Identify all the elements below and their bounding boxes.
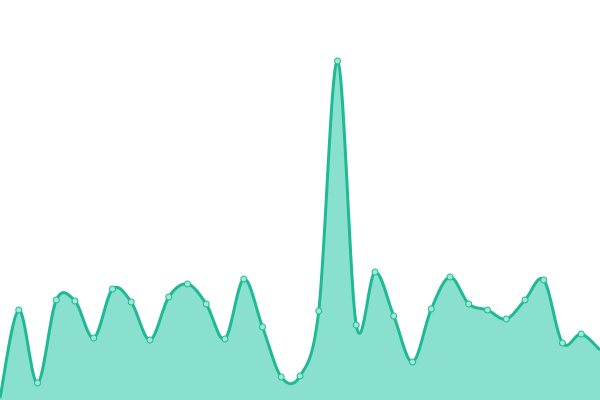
data-point-18 xyxy=(334,57,341,65)
data-point-31 xyxy=(577,330,585,338)
data-point-28 xyxy=(521,296,529,304)
data-point-3 xyxy=(52,296,60,304)
data-point-13 xyxy=(240,275,248,283)
data-point-23 xyxy=(427,305,435,313)
data-point-4 xyxy=(71,297,79,305)
data-point-15 xyxy=(277,373,285,381)
area-fill xyxy=(0,60,600,400)
data-point-9 xyxy=(165,293,173,301)
data-point-11 xyxy=(202,300,210,308)
data-point-2 xyxy=(34,379,41,387)
data-point-21 xyxy=(390,312,398,320)
data-point-7 xyxy=(127,298,135,306)
data-point-24 xyxy=(446,273,454,281)
data-point-20 xyxy=(371,268,379,276)
data-point-8 xyxy=(146,336,154,344)
data-point-10 xyxy=(184,280,191,288)
data-point-30 xyxy=(559,339,566,347)
data-point-16 xyxy=(296,372,304,380)
data-markers xyxy=(15,57,585,387)
data-point-25 xyxy=(465,300,473,308)
data-point-1 xyxy=(15,306,23,314)
data-point-6 xyxy=(109,285,116,293)
data-point-27 xyxy=(502,315,510,323)
data-point-22 xyxy=(409,358,416,366)
data-point-12 xyxy=(221,335,229,343)
data-point-5 xyxy=(90,334,98,342)
data-point-19 xyxy=(352,321,360,329)
data-point-14 xyxy=(259,323,266,331)
data-point-17 xyxy=(315,307,323,315)
data-point-26 xyxy=(484,306,491,314)
data-point-29 xyxy=(540,276,548,284)
series-line xyxy=(0,59,600,399)
